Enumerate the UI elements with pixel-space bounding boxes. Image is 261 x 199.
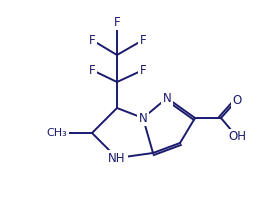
Text: F: F <box>140 63 146 76</box>
Text: N: N <box>139 111 147 125</box>
Text: NH: NH <box>108 151 126 165</box>
Text: F: F <box>140 33 146 47</box>
Text: OH: OH <box>228 131 246 143</box>
Text: F: F <box>114 16 120 28</box>
Text: O: O <box>232 94 242 106</box>
Text: F: F <box>89 33 95 47</box>
Text: CH₃: CH₃ <box>46 128 67 138</box>
Text: N: N <box>163 92 171 104</box>
Text: F: F <box>89 63 95 76</box>
